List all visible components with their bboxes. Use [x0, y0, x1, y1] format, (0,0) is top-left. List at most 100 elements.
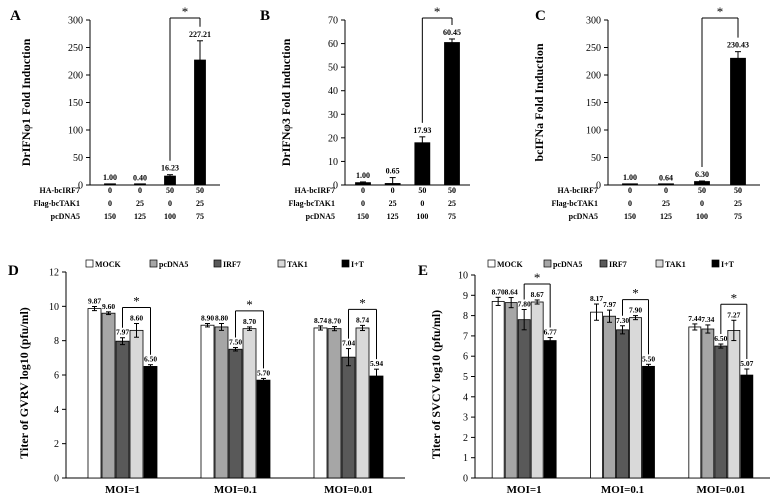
chart-b-bar — [414, 142, 431, 186]
chart-e-y-tick-label: 2 — [463, 433, 468, 444]
chart-e-y-tick-label: 0 — [463, 474, 468, 485]
chart-a-sig-star: * — [182, 4, 189, 19]
chart-d-bar — [143, 366, 158, 479]
chart-a-y-tick-label: 250 — [68, 43, 83, 54]
chart-d-bar — [87, 308, 102, 479]
chart-e-bar — [603, 315, 616, 479]
chart-d-bar — [200, 324, 215, 479]
chart-a-y-tick-label: 100 — [68, 126, 83, 137]
chart-a-table-cell: 0 — [168, 199, 172, 208]
chart-a-table-cell: 25 — [196, 199, 204, 208]
chart-c-table-cell: 50 — [734, 186, 742, 195]
chart-c-table-cell: 0 — [700, 199, 704, 208]
chart-d-value-label: 5.94 — [370, 359, 383, 368]
chart-e-bar — [727, 330, 741, 479]
chart-d-value-label: 6.50 — [144, 355, 157, 364]
chart-b-y-tick-label: 60 — [328, 39, 338, 50]
chart-e-value-label: 5.50 — [642, 354, 655, 363]
chart-e-legend-label: MOCK — [497, 260, 524, 269]
chart-d-value-label: 7.50 — [229, 338, 242, 347]
chart-e-value-label: 8.70 — [492, 287, 505, 296]
chart-d-bar — [129, 329, 144, 479]
chart-e-legend-swatch — [711, 259, 720, 268]
chart-b-table-cell: 150 — [357, 212, 369, 221]
chart-d-bar — [327, 328, 342, 479]
chart-e-bar — [740, 374, 754, 479]
chart-d-bar — [313, 327, 328, 479]
chart-d-sig-star: * — [359, 295, 366, 310]
chart-e-bar — [701, 328, 715, 479]
chart-e-sig-star: * — [731, 290, 738, 305]
chart-d-y-tick-label: 4 — [54, 405, 59, 416]
chart-c-value-label: 6.30 — [695, 170, 709, 179]
chart-e-y-tick-label: 6 — [463, 352, 468, 363]
chart-d-y-tick-label: 8 — [54, 336, 59, 347]
chart-c-table-row-label: pcDNA5 — [569, 212, 598, 221]
chart-b-table-cell: 25 — [448, 199, 456, 208]
chart-e-value-label: 5.07 — [740, 359, 753, 368]
chart-b-table-cell: 125 — [387, 212, 399, 221]
chart-c-table-row-label: Flag-bcTAK1 — [551, 199, 598, 208]
chart-e-value-label: 6.50 — [714, 334, 727, 343]
chart-b-value-label: 60.45 — [443, 28, 461, 37]
chart-d-bar — [101, 312, 116, 479]
chart-a-table-cell: 75 — [196, 212, 204, 221]
chart-d-bar — [228, 348, 243, 479]
chart-c-sig-star: * — [717, 4, 724, 19]
chart-e-x-category-label: MOI=0.1 — [601, 484, 644, 496]
panel-label-e: E — [418, 263, 428, 279]
chart-d-value-label: 8.70 — [243, 317, 256, 326]
chart-c-y-tick-label: 100 — [586, 126, 601, 137]
chart-e-sig-star: * — [632, 286, 639, 301]
chart-c-y-tick-label: 250 — [586, 43, 601, 54]
chart-d-x-category-label: MOI=0.01 — [324, 484, 373, 496]
chart-a-table-cell: 0 — [138, 186, 142, 195]
chart-e-y-tick-label: 3 — [463, 413, 468, 424]
chart-c-value-label: 1.00 — [623, 173, 637, 182]
chart-e-y-tick-label: 5 — [463, 372, 468, 383]
panel-label-d: D — [8, 263, 19, 279]
panel-label-a: A — [10, 8, 21, 24]
chart-c-table-cell: 100 — [696, 212, 708, 221]
chart-d-bar — [242, 328, 257, 479]
panel-label-c: C — [535, 8, 546, 24]
chart-c-y-tick-label: 200 — [586, 71, 601, 82]
chart-d-value-label: 5.70 — [257, 368, 270, 377]
chart-b-value-label: 17.93 — [413, 126, 431, 135]
chart-e-legend-swatch — [543, 259, 552, 268]
chart-a-table-cell: 100 — [164, 212, 176, 221]
chart-e-value-label: 8.17 — [590, 294, 603, 303]
chart-a-value-label: 1.00 — [103, 173, 117, 182]
chart-a-table-cell: 125 — [134, 212, 146, 221]
chart-c-bar — [730, 57, 746, 186]
chart-e-y-tick-label: 7 — [463, 331, 468, 342]
chart-e-value-label: 7.90 — [629, 306, 642, 315]
chart-d-legend-label: IRF7 — [223, 260, 241, 269]
chart-b-y-tick-label: 0 — [333, 181, 338, 192]
chart-a-y-tick-label: 150 — [68, 98, 83, 109]
chart-e-value-label: 7.34 — [701, 315, 714, 324]
chart-b-y-tick-label: 50 — [328, 63, 338, 74]
chart-e-bar — [491, 300, 505, 479]
chart-e-sig-star: * — [534, 270, 541, 285]
chart-b-table-cell: 50 — [448, 186, 456, 195]
chart-d-x-category-label: MOI=1 — [105, 484, 140, 496]
chart-b-y-tick-label: 20 — [328, 133, 338, 144]
chart-c-table-cell: 0 — [628, 186, 632, 195]
chart-d-y-tick-label: 6 — [54, 371, 59, 382]
chart-e-value-label: 7.80 — [518, 300, 531, 309]
chart-a-ylabel: DrIFNφ1 Fold Induction — [19, 38, 33, 166]
chart-e-bar — [517, 319, 531, 479]
chart-c-table-cell: 0 — [664, 186, 668, 195]
chart-d-value-label: 7.04 — [342, 339, 355, 348]
chart-a-y-tick-label: 200 — [68, 71, 83, 82]
chart-c-table-cell: 50 — [698, 186, 706, 195]
chart-c-table-row-label: HA-bcIRF7 — [558, 186, 598, 195]
chart-d-sig-star: * — [133, 294, 140, 309]
chart-d-bar — [256, 379, 271, 479]
chart-c-table-cell: 150 — [624, 212, 636, 221]
chart-b-y-tick-label: 10 — [328, 157, 338, 168]
chart-c-value-label: 230.43 — [727, 41, 749, 50]
chart-d-value-label: 8.90 — [201, 314, 214, 323]
chart-e-legend-swatch — [487, 259, 496, 268]
